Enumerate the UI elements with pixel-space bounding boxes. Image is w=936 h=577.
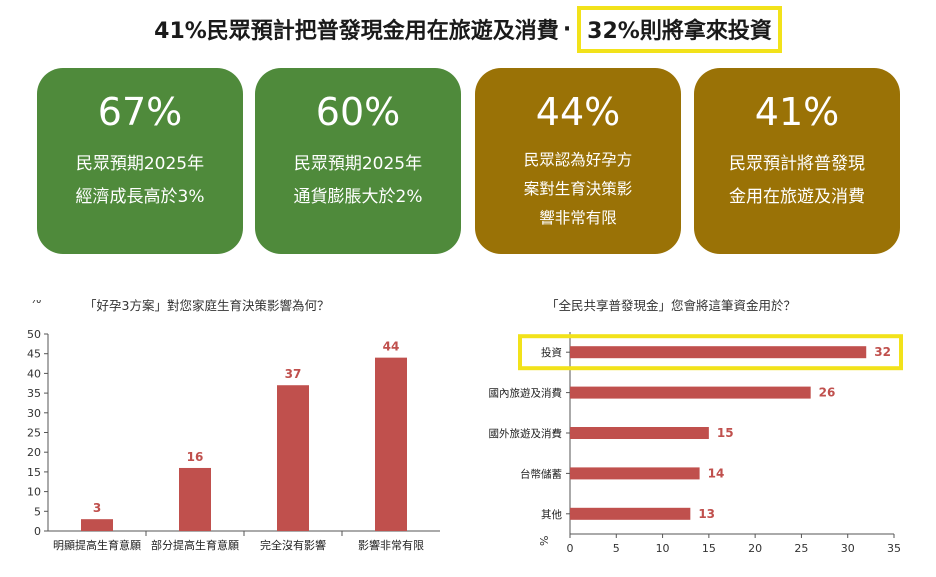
y-tick-label: 10 xyxy=(27,486,41,499)
headline-separator: · xyxy=(562,16,572,42)
headline-main: 41%民眾預計把普發現金用在旅遊及消費 xyxy=(154,19,559,44)
headline-highlight: 32%則將拿來投資 xyxy=(577,5,782,53)
card-line: 響非常有限 xyxy=(539,209,617,227)
stat-card-gdp: 67% 民眾預期2025年 經濟成長高於3% xyxy=(37,68,243,254)
right-chart-title: 「全民共享普發現金」您會將這筆資金用於？ xyxy=(546,298,797,313)
x-tick-label: 部分提高生育意願 xyxy=(151,538,239,552)
y-tick-label: 15 xyxy=(27,466,41,479)
bar xyxy=(81,519,113,531)
x-tick-label: 0 xyxy=(567,542,574,555)
x-axis-label: % xyxy=(538,536,551,546)
highlight-box xyxy=(518,334,903,371)
data-label: 15 xyxy=(717,426,734,440)
x-tick-label: 35 xyxy=(887,542,901,555)
bar xyxy=(375,357,407,531)
y-tick-label: 35 xyxy=(27,387,41,400)
bar xyxy=(570,386,811,399)
y-tick-label: 台幣儲蓄 xyxy=(520,467,562,480)
y-tick-label: 40 xyxy=(27,367,41,380)
card-percentage: 44% xyxy=(535,90,621,134)
y-tick-label: 5 xyxy=(34,505,41,518)
card-line: 經濟成長高於3% xyxy=(75,187,205,207)
card-line: 通貨膨脹大於2% xyxy=(293,187,423,207)
data-label: 14 xyxy=(708,466,725,480)
data-label: 3 xyxy=(93,501,101,515)
stat-card-cash-usage: 41% 民眾預計將普發現 金用在旅遊及消費 xyxy=(694,68,900,254)
y-tick-label: 國外旅遊及消費 xyxy=(489,427,563,440)
left-chart-title: 「好孕3方案」對您家庭生育決策影響為何？ xyxy=(84,298,330,313)
card-description: 民眾預計將普發現 金用在旅遊及消費 xyxy=(694,148,900,214)
y-tick-label: 45 xyxy=(27,348,41,361)
y-tick-label: 25 xyxy=(27,427,41,440)
x-tick-label: 5 xyxy=(613,542,620,555)
card-description: 民眾預期2025年 通貨膨脹大於2% xyxy=(255,148,461,214)
card-line: 案對生育決策影 xyxy=(523,180,633,198)
data-label: 37 xyxy=(285,367,302,381)
bar xyxy=(277,385,309,531)
x-tick-label: 10 xyxy=(656,542,670,555)
card-description: 民眾認為好孕方 案對生育決策影 響非常有限 xyxy=(475,146,681,233)
x-tick-label: 影響非常有限 xyxy=(358,538,424,552)
bar xyxy=(570,427,709,439)
card-line: 民眾預期2025年 xyxy=(75,154,205,174)
card-percentage: 67% xyxy=(97,90,183,134)
x-tick-label: 30 xyxy=(841,542,855,555)
bar xyxy=(570,467,700,480)
card-line: 民眾預期2025年 xyxy=(293,154,423,174)
left-bar-chart: % 0 5 10 15 20 25 30 35 40 45 50 3 明顯提高生育意願 16 部分提高生育意願… xyxy=(27,300,440,552)
x-tick-label: 20 xyxy=(748,542,762,555)
data-label: 13 xyxy=(698,507,715,521)
card-description: 民眾預期2025年 經濟成長高於3% xyxy=(37,148,243,214)
y-tick-label: 國內旅遊及消費 xyxy=(489,387,563,400)
card-line: 民眾認為好孕方 xyxy=(523,151,633,169)
data-label: 32 xyxy=(874,345,891,359)
y-tick-label: 其他 xyxy=(541,508,562,521)
data-label: 44 xyxy=(383,340,400,354)
x-tick-label: 完全沒有影響 xyxy=(260,538,326,552)
y-tick-label: 投資 xyxy=(541,346,562,359)
x-tick-label: 15 xyxy=(702,542,716,555)
data-label: 26 xyxy=(819,386,836,400)
y-tick-label: 0 xyxy=(34,525,41,538)
x-tick-label: 25 xyxy=(794,542,808,555)
stat-card-fertility-policy: 44% 民眾認為好孕方 案對生育決策影 響非常有限 xyxy=(475,68,681,254)
card-percentage: 41% xyxy=(754,90,840,134)
right-bar-chart: 0 5 10 15 20 25 30 35% 32 投資 26 國內旅遊及消費 15 國外旅遊及消費 14 台… xyxy=(489,332,903,555)
stat-card-inflation: 60% 民眾預期2025年 通貨膨脹大於2% xyxy=(255,68,461,254)
bar xyxy=(570,507,691,520)
y-tick-label: 20 xyxy=(27,446,41,459)
x-tick-label: 明顯提高生育意願 xyxy=(53,538,141,552)
bar xyxy=(179,467,211,531)
card-line: 金用在旅遊及消費 xyxy=(729,187,865,207)
headline: 41%民眾預計把普發現金用在旅遊及消費 · 32%則將拿來投資 xyxy=(0,0,936,58)
y-tick-label: 30 xyxy=(27,407,41,420)
card-percentage: 60% xyxy=(315,90,401,134)
card-line: 民眾預計將普發現 xyxy=(729,154,865,174)
data-label: 16 xyxy=(187,450,204,464)
y-axis-label: % xyxy=(30,300,41,306)
y-tick-label: 50 xyxy=(27,328,41,341)
bar xyxy=(570,346,867,359)
